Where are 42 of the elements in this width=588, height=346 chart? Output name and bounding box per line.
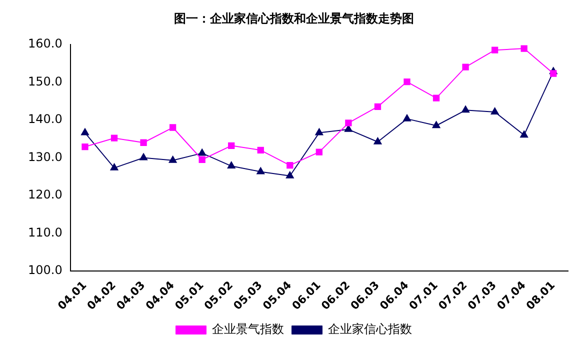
point [257, 146, 264, 154]
y-tick-label: 110.0 [28, 225, 62, 240]
point [169, 124, 176, 131]
point [110, 163, 118, 170]
point [374, 137, 382, 144]
point [140, 153, 148, 160]
point [520, 45, 528, 52]
point [490, 108, 499, 115]
point [286, 162, 294, 169]
y-tick-label: 130.0 [28, 150, 62, 164]
legend-label: 企业景气指数 [212, 322, 284, 336]
point [256, 167, 265, 174]
point [198, 148, 206, 156]
chart-title: 图一：企业家信心指数和企业景气指数走势图 [174, 11, 414, 26]
y-tick-label: 160.0 [28, 36, 62, 51]
y-tick-label: 120.0 [28, 188, 62, 202]
point [140, 139, 147, 146]
point [198, 156, 206, 163]
point [316, 148, 323, 156]
point [315, 128, 324, 136]
point [520, 130, 528, 138]
y-tick-label: 140.0 [28, 112, 62, 126]
point [432, 94, 440, 102]
point [110, 134, 118, 142]
point [81, 128, 89, 136]
point [227, 162, 236, 169]
point [550, 70, 557, 77]
point [286, 171, 294, 178]
point [404, 78, 410, 86]
point [403, 114, 411, 122]
point [168, 156, 177, 163]
y-tick-label: 100.0 [28, 263, 62, 278]
legend-label: 企业家信心指数 [328, 322, 412, 336]
point [491, 46, 498, 54]
point [462, 64, 469, 70]
point [374, 103, 382, 110]
point [228, 142, 235, 149]
point [462, 106, 470, 113]
point [432, 121, 440, 128]
point [345, 120, 352, 126]
y-tick-label: 150.0 [28, 74, 62, 88]
point [82, 143, 88, 150]
